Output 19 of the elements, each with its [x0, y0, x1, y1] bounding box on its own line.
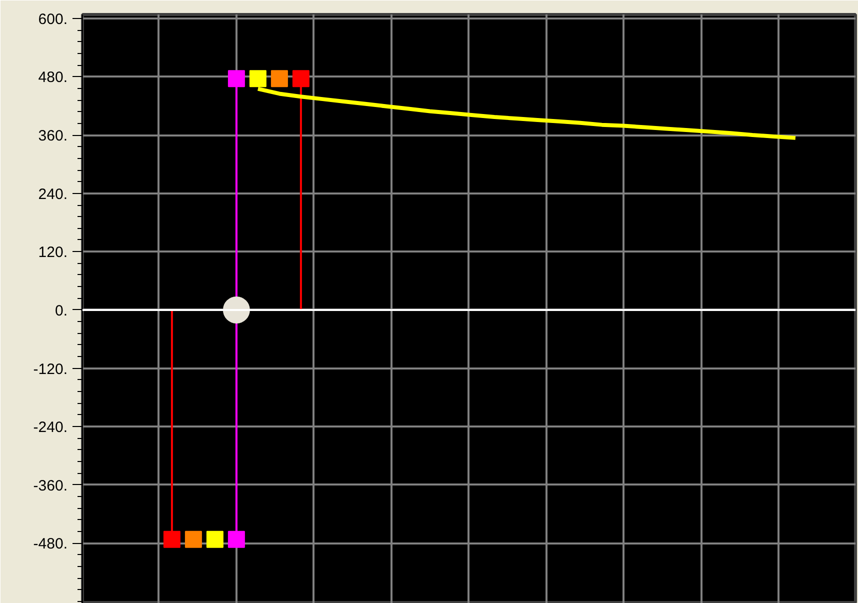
- point: [222, 296, 250, 324]
- y-tick-label: 120.: [38, 244, 68, 262]
- y-tick-label: 360.: [38, 128, 68, 145]
- y-tick-label: 240.: [38, 186, 68, 203]
- y-tick-label: -480.: [33, 536, 68, 553]
- point: [163, 530, 180, 548]
- y-tick-label: 480.: [38, 69, 68, 86]
- point: [228, 530, 245, 548]
- point: [292, 70, 310, 88]
- point: [228, 70, 245, 88]
- y-tick-label: 0.: [54, 302, 68, 320]
- point: [184, 530, 202, 548]
- y-tick-label: -120.: [33, 360, 68, 378]
- point: [206, 530, 224, 548]
- y-tick-label: -360.: [33, 477, 68, 494]
- y-tick-label: 600.: [38, 10, 68, 28]
- y-tick-label: -240.: [33, 419, 68, 436]
- point: [249, 70, 266, 88]
- point: [270, 70, 288, 88]
